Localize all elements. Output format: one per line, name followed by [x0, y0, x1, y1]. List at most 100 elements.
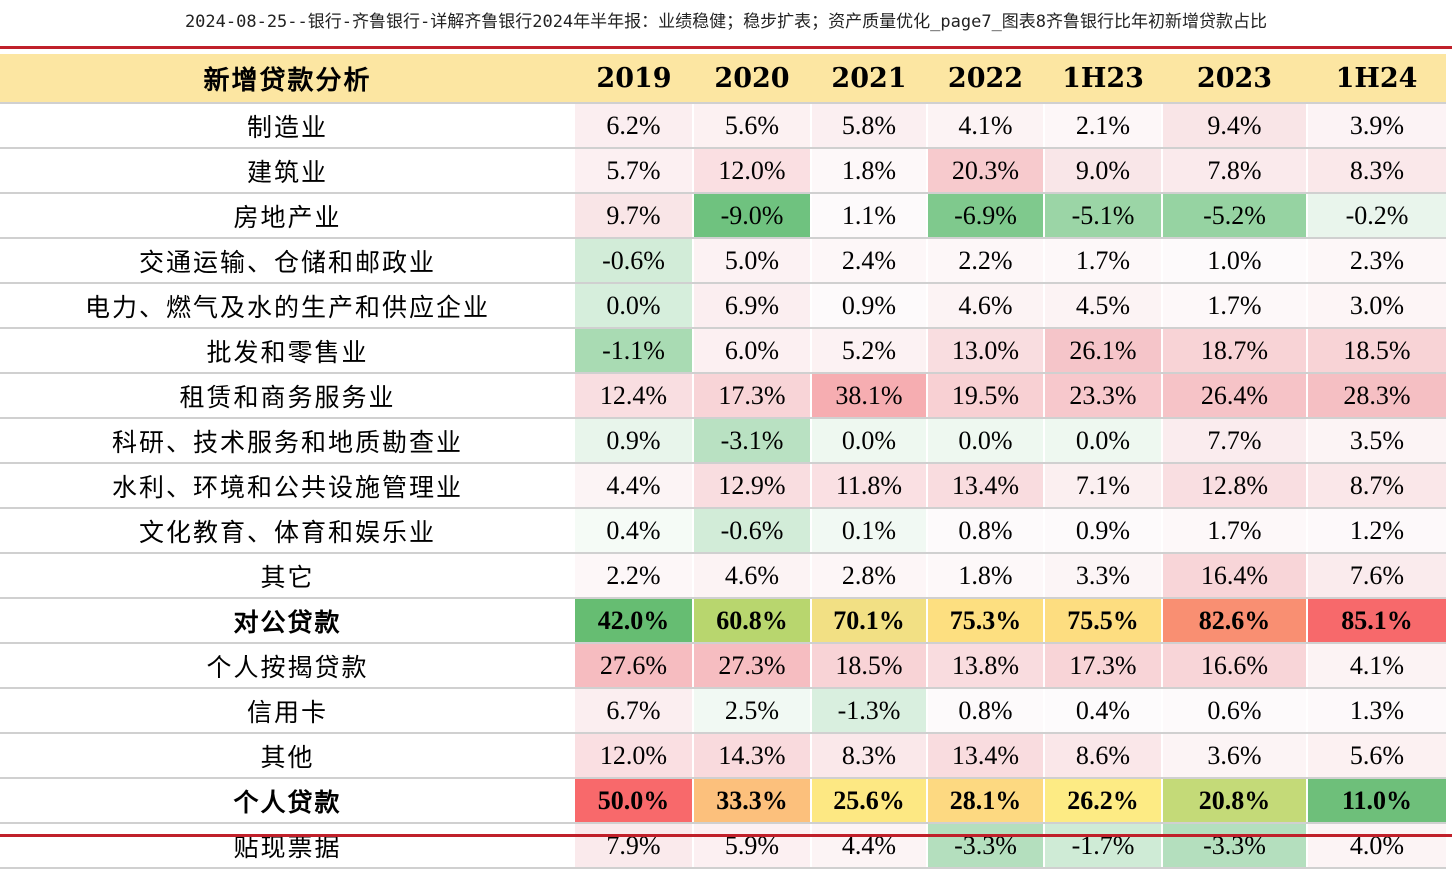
value-cell: 12.8%	[1161, 463, 1307, 509]
value-cell: 28.1%	[926, 778, 1044, 824]
value-cell: 3.5%	[1306, 418, 1446, 464]
value-cell: 3.9%	[1306, 103, 1446, 149]
value-cell: -9.0%	[692, 193, 811, 239]
value-cell: -5.1%	[1043, 193, 1162, 239]
value-cell: 2.2%	[926, 238, 1044, 284]
table-row: 制造业 6.2% 5.6% 5.8% 4.1% 2.1% 9.4% 3.9%	[0, 103, 1446, 149]
value-cell: 0.4%	[575, 508, 693, 554]
value-cell: 13.0%	[926, 328, 1044, 374]
value-cell: 26.1%	[1043, 328, 1162, 374]
chart-caption: 2024-08-25--银行-齐鲁银行-详解齐鲁银行2024年半年报：业绩稳健；…	[184, 12, 1268, 32]
value-cell: 12.0%	[692, 148, 811, 194]
value-cell: 4.4%	[810, 823, 927, 869]
value-cell: 1.3%	[1306, 688, 1446, 734]
value-cell: 18.5%	[1306, 328, 1446, 374]
row-label: 交通运输、仓储和邮政业	[0, 238, 575, 284]
value-cell: 8.3%	[810, 733, 927, 779]
value-cell: 9.4%	[1161, 103, 1307, 149]
value-cell: 7.9%	[575, 823, 693, 869]
row-label: 信用卡	[0, 688, 575, 734]
value-cell: 50.0%	[575, 778, 693, 824]
table-row: 个人贷款 50.0% 33.3% 25.6% 28.1% 26.2% 20.8% 11.0%	[0, 778, 1446, 824]
value-cell: 70.1%	[810, 598, 927, 644]
table-row: 租赁和商务服务业 12.4% 17.3% 38.1% 19.5% 23.3% 26.4% 28…	[0, 373, 1446, 419]
row-label: 贴现票据	[0, 823, 575, 869]
header-period: 2023	[1162, 54, 1307, 104]
table-row: 其它 2.2% 4.6% 2.8% 1.8% 3.3% 16.4% 7.6%	[0, 553, 1446, 599]
value-cell: 0.9%	[1043, 508, 1162, 554]
value-cell: -3.1%	[692, 418, 811, 464]
table-row: 水利、环境和公共设施管理业 4.4% 12.9% 11.8% 13.4% 7.1% 12.8…	[0, 463, 1446, 509]
value-cell: 0.9%	[575, 418, 693, 464]
value-cell: 7.8%	[1161, 148, 1307, 194]
value-cell: 1.0%	[1161, 238, 1307, 284]
value-cell: 4.5%	[1043, 283, 1162, 329]
value-cell: 0.6%	[1161, 688, 1307, 734]
value-cell: 85.1%	[1306, 598, 1446, 644]
value-cell: 11.8%	[810, 463, 927, 509]
value-cell: 75.3%	[926, 598, 1044, 644]
value-cell: 6.7%	[575, 688, 693, 734]
row-label: 房地产业	[0, 193, 575, 239]
value-cell: -3.3%	[1161, 823, 1307, 869]
top-rule	[0, 46, 1452, 49]
value-cell: 7.1%	[1043, 463, 1162, 509]
value-cell: 11.0%	[1306, 778, 1446, 824]
value-cell: -0.6%	[692, 508, 811, 554]
value-cell: 0.1%	[810, 508, 927, 554]
value-cell: -6.9%	[926, 193, 1044, 239]
value-cell: 8.7%	[1306, 463, 1446, 509]
value-cell: 1.2%	[1306, 508, 1446, 554]
table-row: 电力、燃气及水的生产和供应企业 0.0% 6.9% 0.9% 4.6% 4.5% 1.7% 3…	[0, 283, 1446, 329]
value-cell: 28.3%	[1306, 373, 1446, 419]
header-period: 1H23	[1044, 54, 1162, 104]
value-cell: 2.5%	[692, 688, 811, 734]
value-cell: 19.5%	[926, 373, 1044, 419]
value-cell: 60.8%	[692, 598, 811, 644]
header-period: 2019	[575, 54, 693, 104]
value-cell: 75.5%	[1043, 598, 1162, 644]
value-cell: 0.4%	[1043, 688, 1162, 734]
value-cell: 13.4%	[926, 733, 1044, 779]
table-row: 对公贷款 42.0% 60.8% 70.1% 75.3% 75.5% 82.6% 85.1%	[0, 598, 1446, 644]
value-cell: 12.0%	[575, 733, 693, 779]
value-cell: 0.0%	[1043, 418, 1162, 464]
value-cell: 6.0%	[692, 328, 811, 374]
row-label: 其它	[0, 553, 575, 599]
value-cell: 16.6%	[1161, 643, 1307, 689]
value-cell: 18.7%	[1161, 328, 1307, 374]
bottom-rule	[0, 834, 1452, 837]
row-label: 批发和零售业	[0, 328, 575, 374]
value-cell: -1.3%	[810, 688, 927, 734]
value-cell: 6.9%	[692, 283, 811, 329]
value-cell: 23.3%	[1043, 373, 1162, 419]
value-cell: -0.2%	[1306, 193, 1446, 239]
header-period: 2021	[811, 54, 927, 104]
row-label: 建筑业	[0, 148, 575, 194]
row-label: 科研、技术服务和地质勘查业	[0, 418, 575, 464]
value-cell: 14.3%	[692, 733, 811, 779]
row-label: 文化教育、体育和娱乐业	[0, 508, 575, 554]
table-row: 贴现票据 7.9% 5.9% 4.4% -3.3% -1.7% -3.3% 4.0%	[0, 823, 1446, 869]
header-row: 新增贷款分析 2019 2020 2021 2022 1H23 2023 1H24	[0, 54, 1446, 104]
value-cell: 6.2%	[575, 103, 693, 149]
table-row: 文化教育、体育和娱乐业 0.4% -0.6% 0.1% 0.8% 0.9% 1.7% 1.2%	[0, 508, 1446, 554]
value-cell: 3.3%	[1043, 553, 1162, 599]
value-cell: 5.6%	[692, 103, 811, 149]
value-cell: 2.4%	[810, 238, 927, 284]
value-cell: -5.2%	[1161, 193, 1307, 239]
value-cell: -0.6%	[575, 238, 693, 284]
table-row: 房地产业 9.7% -9.0% 1.1% -6.9% -5.1% -5.2% -0.2%	[0, 193, 1446, 239]
row-label: 制造业	[0, 103, 575, 149]
value-cell: 7.7%	[1161, 418, 1307, 464]
value-cell: 4.6%	[692, 553, 811, 599]
value-cell: 7.6%	[1306, 553, 1446, 599]
value-cell: 0.0%	[575, 283, 693, 329]
value-cell: 4.4%	[575, 463, 693, 509]
value-cell: 0.9%	[810, 283, 927, 329]
row-label: 电力、燃气及水的生产和供应企业	[0, 283, 575, 329]
value-cell: 1.7%	[1161, 283, 1307, 329]
value-cell: 4.1%	[926, 103, 1044, 149]
loan-analysis-table: 新增贷款分析 2019 2020 2021 2022 1H23 2023 1H24 制造业 6…	[0, 54, 1446, 869]
value-cell: 3.6%	[1161, 733, 1307, 779]
